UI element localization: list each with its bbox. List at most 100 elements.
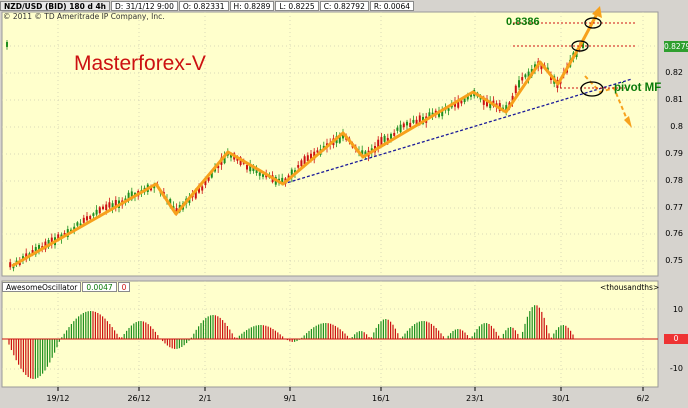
high-readout: H: 0.8289 xyxy=(229,0,275,11)
candle-body xyxy=(236,158,239,161)
ao-bar xyxy=(30,339,32,379)
symbol-label[interactable]: NZD/USD (BID) 180 d 4h xyxy=(0,0,111,11)
ao-bar xyxy=(344,333,346,339)
candle-body xyxy=(198,185,200,193)
ao-bar xyxy=(102,316,104,339)
candle-body xyxy=(316,150,319,153)
candle-body xyxy=(300,160,303,167)
ao-bar xyxy=(320,323,322,339)
candle-body xyxy=(486,98,488,107)
ao-bar xyxy=(387,319,389,339)
ao-bar xyxy=(193,333,195,339)
ao-bar xyxy=(147,324,149,339)
ao-bar xyxy=(82,312,84,339)
ao-bar xyxy=(570,330,572,339)
ao-bar xyxy=(452,330,454,339)
ao-bar xyxy=(332,324,334,339)
ao-bar xyxy=(553,333,555,339)
ao-bar xyxy=(87,311,89,339)
ao-bar xyxy=(450,333,452,339)
candle-body xyxy=(390,133,392,139)
ao-bar xyxy=(474,332,476,339)
ao-bar xyxy=(546,325,548,339)
ao-bar xyxy=(219,317,221,339)
candle-body xyxy=(262,174,264,177)
ao-bar xyxy=(106,321,108,339)
ao-bar xyxy=(190,337,192,339)
ao-bar xyxy=(294,339,296,342)
ao-bar xyxy=(97,312,99,339)
ao-bar xyxy=(70,323,72,339)
ao-bar xyxy=(346,335,348,339)
price-tick-2: 0.81 xyxy=(665,95,683,104)
ao-bar xyxy=(10,339,12,351)
candle-body xyxy=(460,100,463,104)
ao-bar xyxy=(176,339,178,349)
oscillator-value: 0.0047 xyxy=(82,282,117,292)
ao-bar xyxy=(270,327,272,339)
ao-bar xyxy=(457,329,459,339)
oscillator-name[interactable]: AwesomeOscillator xyxy=(2,282,82,292)
zigzag-wave-line[interactable] xyxy=(11,11,600,268)
candle-body xyxy=(223,156,226,164)
candle-body xyxy=(418,115,421,123)
ao-bar xyxy=(313,327,315,339)
candle-body xyxy=(428,112,431,119)
ao-bar xyxy=(152,328,154,339)
ao-bar xyxy=(565,325,567,339)
ao-bar xyxy=(142,321,144,339)
candle-body xyxy=(98,207,101,214)
price-tick-6: 0.77 xyxy=(665,203,683,212)
candle-body xyxy=(393,132,396,136)
ao-bar xyxy=(231,333,233,339)
price-tick-1: 0.82 xyxy=(665,68,683,77)
candle-body xyxy=(89,216,92,220)
ao-bar xyxy=(265,325,267,339)
arrow-head-up xyxy=(592,6,602,18)
candle-body xyxy=(306,155,309,161)
ao-bar xyxy=(339,329,341,339)
ao-bar xyxy=(267,326,269,339)
ao-bar xyxy=(200,323,202,339)
candle-body xyxy=(463,98,466,103)
ao-bar xyxy=(426,321,428,339)
ao-bar xyxy=(512,327,514,339)
ao-bar xyxy=(133,323,135,339)
candle-body xyxy=(303,156,306,165)
ao-bar xyxy=(274,330,276,339)
ao-bar xyxy=(526,316,528,339)
support-trendline[interactable] xyxy=(282,78,633,185)
current-price-badge: 0.8279 xyxy=(664,41,688,52)
ao-bar xyxy=(490,325,492,339)
ao-bar xyxy=(135,322,137,339)
ao-bar xyxy=(262,325,264,339)
ao-bar xyxy=(486,323,488,339)
ao-bar xyxy=(61,337,63,339)
projection-arrow-down[interactable] xyxy=(584,75,629,123)
candle-body xyxy=(338,135,341,143)
price-tick-7: 0.76 xyxy=(665,229,683,238)
candle-body xyxy=(73,226,76,230)
ao-bar xyxy=(488,324,490,339)
candle-body xyxy=(377,139,380,148)
ao-bar xyxy=(366,334,368,339)
ao-bar xyxy=(198,326,200,339)
ao-bar xyxy=(334,325,336,339)
ao-bar xyxy=(538,307,540,339)
arrow-head-down xyxy=(624,116,632,128)
ao-bar xyxy=(498,335,500,339)
candle-body xyxy=(402,123,405,128)
ao-tick-minus10: -10 xyxy=(669,364,683,373)
ao-bar xyxy=(442,336,444,339)
ao-bar xyxy=(562,325,564,339)
time-tick-0: 19/12 xyxy=(46,394,70,403)
ao-bar xyxy=(517,333,519,339)
ao-bar xyxy=(421,321,423,339)
ao-bar xyxy=(250,327,252,339)
ao-bar xyxy=(111,327,113,339)
ao-bar xyxy=(27,339,29,378)
ao-bar xyxy=(478,326,480,339)
ao-bar xyxy=(92,311,94,339)
ao-bar xyxy=(459,329,461,339)
